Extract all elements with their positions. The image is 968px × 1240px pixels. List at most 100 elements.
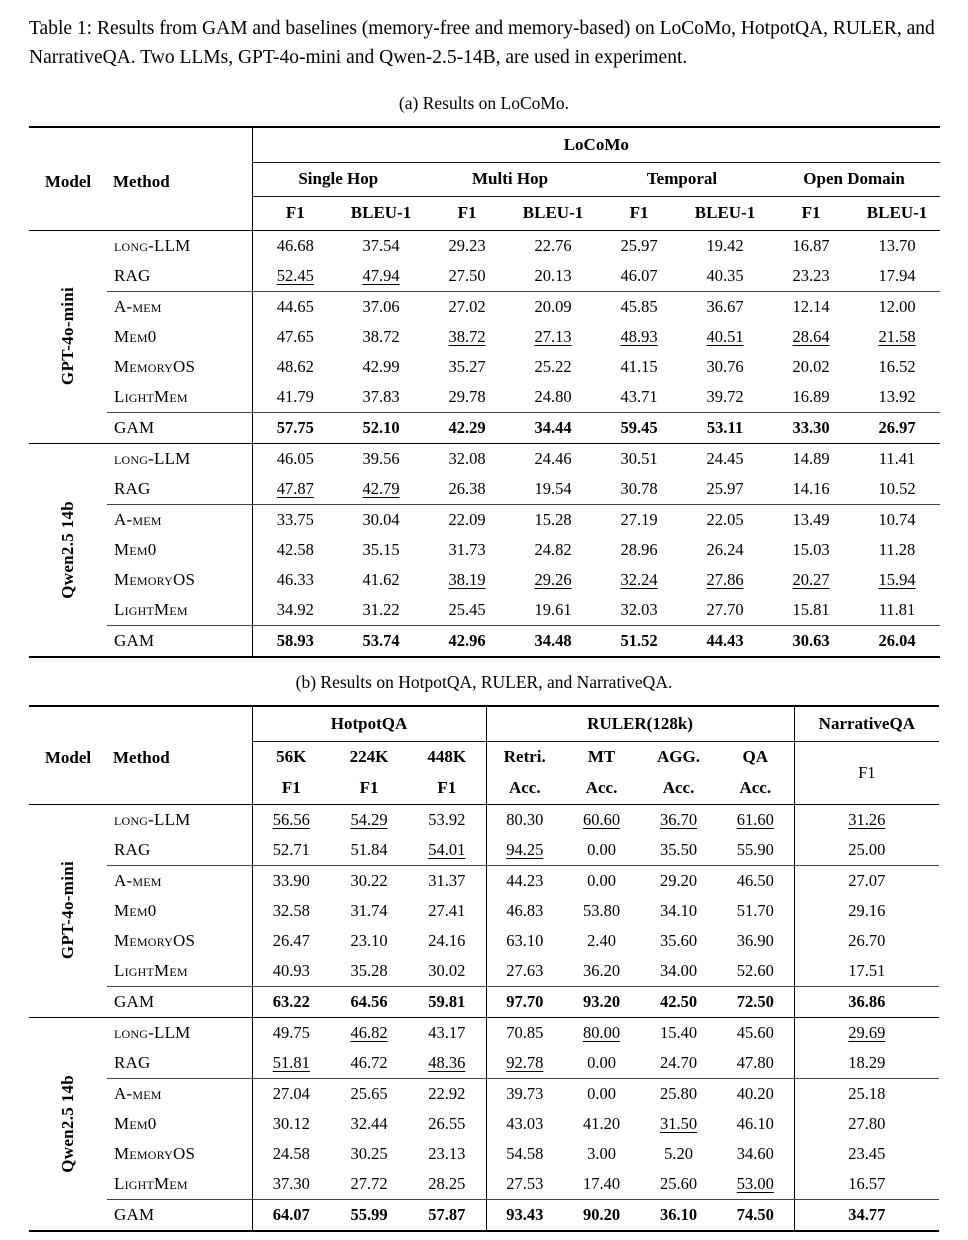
value-cell: 20.09 — [534, 296, 572, 316]
value-cell: 42.99 — [362, 356, 400, 376]
dataset-header-ruler: RULER(128k) — [485, 705, 795, 742]
value-cell: 25.00 — [793, 834, 940, 866]
metric-header: BLEU-1 — [350, 203, 412, 222]
value-cell: 45.85 — [620, 296, 658, 316]
value-cell: 42.50 — [640, 986, 718, 1018]
value-cell: 22.05 — [706, 509, 744, 529]
subtable-b-caption: (b) Results on HotpotQA, RULER, and Narr… — [295, 671, 673, 692]
value-cell: 34.60 — [736, 1143, 774, 1163]
value-cell: 27.50 — [424, 260, 511, 292]
table-row: MemoryOS 48.62 42.99 35.27 25.22 41.15 30.76 20… — [29, 351, 940, 382]
value-cell: 16.89 — [768, 381, 855, 413]
value-cell: 46.72 — [330, 1047, 409, 1079]
table-b-hotpot-ruler-narrative: Model Method HotpotQA RULER(128k) Narrat… — [29, 704, 940, 1232]
value-cell: 72.50 — [717, 986, 795, 1018]
value-cell: 27.70 — [682, 594, 769, 626]
value-cell: 41.79 — [251, 381, 339, 413]
table-row: Qwen2.5 14b long-LLM 46.05 39.56 32.08 24.46 3… — [29, 443, 940, 598]
table-row: LightMem 37.30 27.72 28.25 27.53 17.40 25.60 53… — [29, 1168, 940, 1200]
col-header-448k: 448K — [427, 747, 467, 766]
value-cell: 16.87 — [792, 235, 830, 255]
value-cell: 15.03 — [792, 539, 830, 559]
value-cell: 47.87 — [251, 473, 339, 505]
value-cell: 34.44 — [510, 412, 597, 444]
col-header-agg: AGG. — [657, 747, 701, 766]
metric-header: F1 — [359, 778, 379, 797]
value-cell: 35.60 — [659, 930, 698, 950]
value-cell: 40.35 — [682, 260, 769, 292]
value-cell: 48.62 — [251, 351, 339, 382]
group-header-open-domain: Open Domain — [768, 162, 941, 197]
value-cell: 36.86 — [793, 986, 940, 1018]
value-cell: 42.58 — [251, 534, 339, 565]
value-cell: 11.81 — [854, 594, 941, 626]
value-cell: 17.94 — [854, 260, 941, 292]
value-cell: 29.26 — [534, 569, 572, 589]
value-cell: 24.82 — [534, 539, 572, 559]
table-row: Mem0 32.58 31.74 27.41 46.83 53.80 34.10 51.70 2… — [29, 895, 940, 926]
value-cell: 56.56 — [251, 804, 331, 835]
value-cell: 51.70 — [736, 900, 774, 920]
value-cell: 32.03 — [596, 594, 683, 626]
value-cell: 25.97 — [682, 473, 769, 505]
value-cell: 47.80 — [717, 1047, 795, 1079]
method-cell: Mem0 — [114, 1113, 157, 1133]
metric-header: Acc. — [739, 778, 772, 797]
value-cell: 35.27 — [448, 356, 486, 376]
table-row: GAM 58.93 53.74 42.96 34.48 51.52 44.43 30.63 26… — [29, 625, 940, 657]
header-row-subcolumns: 56K 224K 448K Retri. MT AGG. QA F1 — [29, 741, 940, 804]
value-cell: 33.30 — [768, 412, 855, 444]
value-cell: 27.19 — [620, 509, 658, 529]
value-cell: 54.01 — [408, 834, 487, 866]
value-cell: 46.10 — [736, 1113, 774, 1133]
subtable-a-caption: (a) Results on LoCoMo. — [398, 92, 570, 113]
metric-header: Acc. — [485, 772, 564, 804]
value-cell: 25.97 — [620, 235, 658, 255]
value-cell: 74.50 — [736, 1204, 774, 1224]
value-cell: 27.80 — [793, 1108, 940, 1139]
value-cell: 41.20 — [582, 1113, 621, 1133]
header-row-dataset: Model Method HotpotQA RULER(128k) Narrat… — [29, 705, 940, 767]
method-cell: long-LLM — [114, 1022, 191, 1042]
value-cell: 40.93 — [251, 955, 331, 987]
value-cell: 33.75 — [251, 504, 339, 535]
col-header-56k: 56K — [251, 741, 331, 773]
value-cell: 53.74 — [362, 630, 400, 650]
value-cell: 19.42 — [706, 235, 744, 255]
value-cell: 29.16 — [793, 895, 940, 926]
table-b-body: GPT-4o-mini long-LLM 56.56 54.29 53.92 80.30 6… — [29, 804, 940, 1231]
value-cell: 20.27 — [792, 569, 830, 589]
model-label: Qwen2.5 14b — [29, 1017, 107, 1231]
value-cell: 34.48 — [534, 630, 572, 650]
value-cell: 26.47 — [251, 925, 331, 956]
table-row: LightMem 34.92 31.22 25.45 19.61 32.03 27.70 15… — [29, 594, 941, 626]
value-cell: 19.54 — [510, 473, 597, 505]
table-row: A-mem 27.04 25.65 22.92 39.73 0.00 25.80 40.20 2… — [29, 1078, 940, 1109]
value-cell: 51.52 — [620, 630, 658, 650]
value-cell: 59.45 — [596, 412, 683, 444]
method-cell: LightMem — [107, 381, 253, 413]
value-cell: 28.64 — [792, 326, 830, 346]
method-cell: long-LLM — [114, 809, 191, 829]
method-cell: GAM — [114, 1204, 155, 1224]
value-cell: 31.22 — [338, 594, 425, 626]
method-cell: MemoryOS — [114, 356, 196, 376]
table-row: LightMem 40.93 35.28 30.02 27.63 36.20 34.00 52… — [29, 955, 940, 987]
value-cell: 36.20 — [563, 955, 641, 987]
table-caption: Table 1: Results from GAM and baselines … — [29, 18, 935, 69]
value-cell: 34.10 — [659, 900, 698, 920]
value-cell: 0.00 — [563, 834, 641, 866]
value-cell: 44.23 — [485, 865, 564, 896]
value-cell: 36.90 — [736, 930, 774, 950]
value-cell: 24.45 — [706, 448, 744, 468]
method-cell: A-mem — [114, 870, 162, 890]
value-cell: 28.96 — [620, 539, 658, 559]
model-label: GPT-4o-mini — [29, 230, 107, 444]
value-cell: 30.02 — [408, 955, 487, 987]
group-header-multi-hop: Multi Hop — [424, 162, 597, 197]
value-cell: 30.78 — [596, 473, 683, 505]
value-cell: 13.49 — [792, 509, 830, 529]
group-header-temporal: Temporal — [596, 162, 769, 197]
value-cell: 61.60 — [736, 809, 774, 829]
value-cell: 64.56 — [330, 986, 409, 1018]
